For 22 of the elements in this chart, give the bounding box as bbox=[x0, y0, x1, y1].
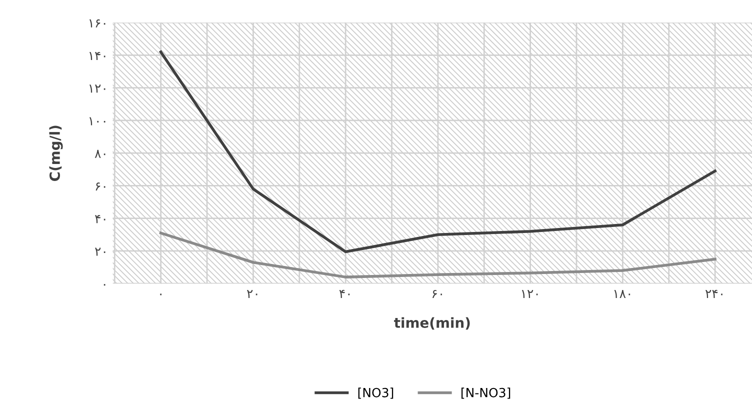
line-series bbox=[159, 50, 716, 254]
y-tick-label: ۴۰ bbox=[95, 215, 106, 224]
y-tick-label: ۱۴۰ bbox=[89, 52, 106, 60]
y-axis-title: C(mg/l) bbox=[49, 126, 63, 181]
x-tick-label: ۲۰ bbox=[246, 290, 258, 298]
legend-label: [NO3] bbox=[358, 388, 394, 399]
line-series bbox=[159, 232, 716, 278]
legend-label: [N-NO3] bbox=[461, 388, 510, 399]
x-tick-label: ۰ bbox=[160, 294, 162, 296]
y-tick-label: ۸۰ bbox=[94, 150, 106, 158]
x-tick-label: ۶۰ bbox=[432, 290, 442, 298]
x-tick-label: ۱۸۰ bbox=[614, 290, 630, 298]
y-tick-label: ۱۲۰ bbox=[89, 84, 106, 93]
x-tick-label: ۴۰ bbox=[339, 290, 350, 298]
y-tick-label: ۱۶۰ bbox=[89, 19, 106, 28]
y-tick-label: ۰ bbox=[104, 284, 106, 286]
y-tick-label: ۶۰ bbox=[96, 182, 106, 190]
x-axis-title: time(min) bbox=[394, 317, 470, 330]
x-tick-label: ۱۲۰ bbox=[522, 290, 538, 298]
y-tick-label: ۲۰ bbox=[95, 248, 106, 256]
x-tick-label: ۲۴۰ bbox=[705, 290, 722, 298]
y-tick-label: ۱۰۰ bbox=[89, 117, 106, 126]
